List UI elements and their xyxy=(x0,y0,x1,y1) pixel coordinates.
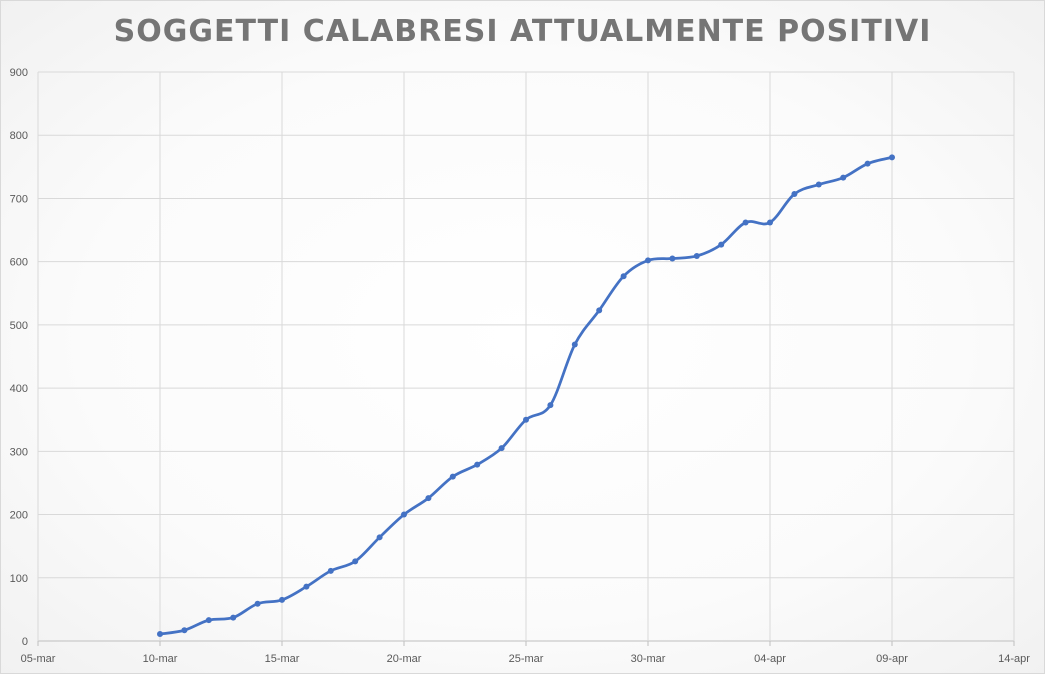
data-point xyxy=(840,174,847,181)
data-point xyxy=(327,567,334,574)
data-point xyxy=(889,154,895,161)
data-point xyxy=(669,255,676,262)
data-point xyxy=(181,627,188,634)
data-series xyxy=(157,154,895,638)
y-tick-label: 0 xyxy=(22,636,28,648)
data-point xyxy=(230,614,237,621)
data-point xyxy=(401,511,407,518)
data-point xyxy=(352,558,359,565)
data-point xyxy=(791,191,798,198)
y-tick-label: 400 xyxy=(10,383,28,395)
data-point xyxy=(767,219,773,226)
data-point xyxy=(498,445,505,452)
x-tick-label: 14-apr xyxy=(998,653,1030,665)
y-tick-label: 700 xyxy=(10,193,28,205)
y-tick-label: 300 xyxy=(10,446,28,458)
x-tick-label: 30-mar xyxy=(631,653,666,665)
data-point xyxy=(620,273,627,280)
data-point xyxy=(815,181,822,188)
y-tick-label: 900 xyxy=(10,67,28,79)
data-point xyxy=(547,402,554,409)
data-point xyxy=(205,617,212,624)
y-axis-tick-labels: 0 100 200 300 400 500 600 700 800 900 xyxy=(10,67,28,648)
data-point xyxy=(279,596,285,603)
data-point xyxy=(645,257,651,264)
y-tick-label: 100 xyxy=(10,573,28,585)
x-axis-tick-labels: 05-mar 10-mar 15-mar 20-mar 25-mar 30-mar 04-a… xyxy=(21,653,1031,665)
data-point xyxy=(523,416,529,423)
data-point xyxy=(474,461,481,468)
x-tick-label: 15-mar xyxy=(265,653,300,665)
chart-title: SOGGETTI CALABRESI ATTUALMENTE POSITIVI xyxy=(113,14,932,49)
data-point xyxy=(864,160,871,167)
data-point xyxy=(303,583,310,590)
data-point xyxy=(254,600,261,607)
data-point xyxy=(376,534,383,541)
data-point xyxy=(718,241,725,248)
y-tick-label: 600 xyxy=(10,257,28,269)
y-tick-label: 200 xyxy=(10,510,28,522)
y-tick-label: 800 xyxy=(10,130,28,142)
data-point xyxy=(571,341,578,348)
y-tick-label: 500 xyxy=(10,320,28,332)
x-tick-label: 09-apr xyxy=(876,653,908,665)
data-point xyxy=(693,252,700,259)
x-tick-label: 25-mar xyxy=(509,653,544,665)
x-tick-label: 04-apr xyxy=(754,653,786,665)
x-tick-label: 05-mar xyxy=(21,653,56,665)
data-point xyxy=(742,219,749,226)
data-point xyxy=(425,495,432,502)
data-point xyxy=(449,473,456,480)
data-point xyxy=(596,307,603,314)
x-tick-label: 10-mar xyxy=(143,653,178,665)
gridlines xyxy=(37,71,1015,646)
x-tick-label: 20-mar xyxy=(387,653,422,665)
data-point xyxy=(157,631,163,638)
